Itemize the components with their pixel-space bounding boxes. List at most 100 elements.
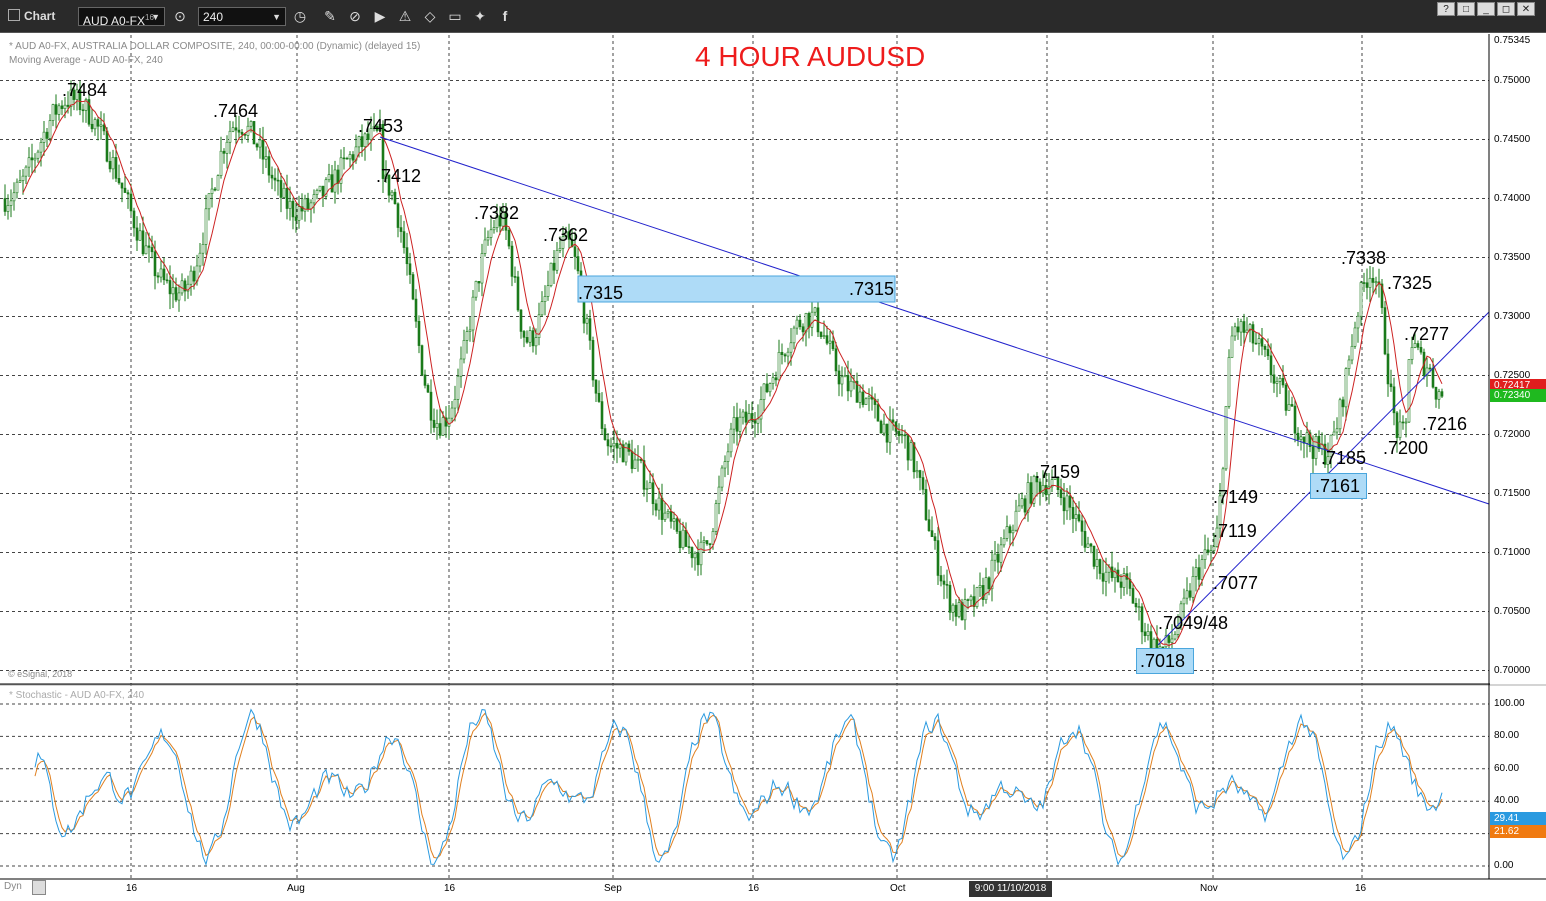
candle-body — [207, 193, 211, 210]
candle-body — [129, 193, 133, 212]
dyn-label[interactable]: Dyn — [4, 881, 22, 892]
candle-body — [300, 206, 304, 212]
candle-body — [567, 231, 571, 240]
candle-body — [1140, 606, 1144, 633]
candle-body — [714, 503, 718, 532]
candle-body — [105, 130, 109, 162]
candle-body — [1404, 421, 1408, 424]
candle-body — [96, 119, 100, 127]
candle-body — [342, 157, 346, 160]
candle-body — [1035, 475, 1039, 483]
candle-body — [1356, 315, 1360, 329]
candle-body — [126, 192, 130, 195]
candle-body — [435, 423, 439, 428]
interval-clock-icon[interactable]: ◷ — [293, 8, 307, 24]
clock-icon[interactable]: ⊙ — [174, 8, 186, 24]
candle-body — [642, 460, 646, 490]
candle-body — [1440, 391, 1444, 397]
candle-body — [699, 541, 703, 566]
candle-body — [36, 151, 40, 159]
candle-body — [978, 585, 982, 588]
candle-body — [861, 391, 865, 405]
candle-body — [339, 157, 343, 184]
facebook-icon[interactable]: f — [502, 8, 508, 24]
candle-body — [1380, 283, 1384, 308]
x-axis-label: 16 — [444, 883, 456, 894]
link-icon[interactable]: ⊘ — [349, 8, 361, 24]
dyn-toggle[interactable] — [32, 880, 46, 895]
candle-body — [1083, 531, 1087, 548]
candle-body — [24, 166, 28, 177]
y-axis-tick: 0.74000 — [1494, 192, 1531, 204]
candle-body — [423, 374, 427, 386]
close-button[interactable]: ✕ — [1517, 2, 1535, 16]
x-axis-label: 16 — [126, 883, 138, 894]
candle-body — [72, 89, 76, 100]
price-label: .7464 — [213, 101, 259, 121]
support-box: .7018 — [1136, 648, 1194, 674]
play-circle-icon[interactable]: ▶ — [374, 8, 386, 24]
x-axis-label: Oct — [890, 883, 906, 894]
help-button[interactable]: ? — [1437, 2, 1455, 16]
candle-body — [333, 169, 337, 193]
candle-body — [90, 123, 94, 130]
candle-body — [1017, 505, 1021, 512]
symbol-input[interactable]: AUD A0-FX16 ▼ — [78, 7, 165, 28]
candle-body — [1260, 338, 1264, 347]
x-axis-label: 16 — [748, 883, 760, 894]
candle-body — [351, 154, 355, 161]
candle-body — [225, 141, 229, 154]
candle-body — [1329, 434, 1333, 458]
twitter-icon[interactable]: ✦ — [474, 8, 486, 24]
candle-body — [1248, 324, 1252, 331]
candle-body — [1191, 576, 1195, 598]
candle-body — [276, 179, 280, 182]
minimize-button[interactable]: _ — [1477, 2, 1495, 16]
candle-body — [561, 236, 565, 249]
candle-body — [147, 245, 151, 248]
alert-icon[interactable]: ⚠ — [398, 8, 412, 24]
interval-input[interactable]: 240 ▼ — [198, 7, 286, 26]
candle-body — [360, 136, 364, 147]
candle-body — [1026, 482, 1030, 513]
candle-body — [966, 599, 970, 601]
y-axis-tick: 0.73000 — [1494, 310, 1531, 322]
candle-body — [1131, 588, 1135, 604]
candle-body — [783, 354, 787, 357]
candle-body — [162, 268, 166, 281]
pencil-icon[interactable]: ✎ — [324, 8, 336, 24]
candle-body — [51, 104, 55, 121]
y-axis-tick: 0.72000 — [1494, 428, 1531, 440]
candle-body — [747, 413, 751, 423]
candle-body — [954, 604, 958, 617]
candle-body — [135, 227, 139, 241]
candle-body — [324, 179, 328, 197]
chevron-down-icon[interactable]: ▼ — [272, 12, 281, 22]
tag-icon[interactable]: ◇ — [424, 8, 436, 24]
candle-body — [87, 99, 91, 125]
candle-body — [984, 577, 988, 600]
moving-average-line — [22, 100, 1443, 647]
price-label: .7315 — [578, 283, 624, 303]
candle-body — [1386, 353, 1390, 385]
candle-body — [117, 178, 121, 184]
candles — [3, 80, 1444, 665]
comment-icon[interactable]: ▭ — [448, 8, 462, 24]
maximize-button[interactable]: ◻ — [1497, 2, 1515, 16]
candle-body — [693, 553, 697, 559]
candle-body — [681, 529, 685, 549]
candle-body — [153, 251, 157, 277]
candle-body — [774, 377, 778, 381]
candle-body — [903, 434, 907, 437]
candle-body — [348, 154, 352, 160]
candle-body — [315, 190, 319, 195]
stoch-k-line — [34, 708, 1443, 867]
candle-body — [69, 89, 73, 107]
restore-button[interactable]: □ — [1457, 2, 1475, 16]
candle-body — [1323, 443, 1327, 465]
candle-body — [1116, 569, 1120, 583]
candle-body — [810, 311, 814, 328]
candle-body — [1392, 386, 1396, 414]
chevron-down-icon[interactable]: ▼ — [151, 12, 160, 22]
